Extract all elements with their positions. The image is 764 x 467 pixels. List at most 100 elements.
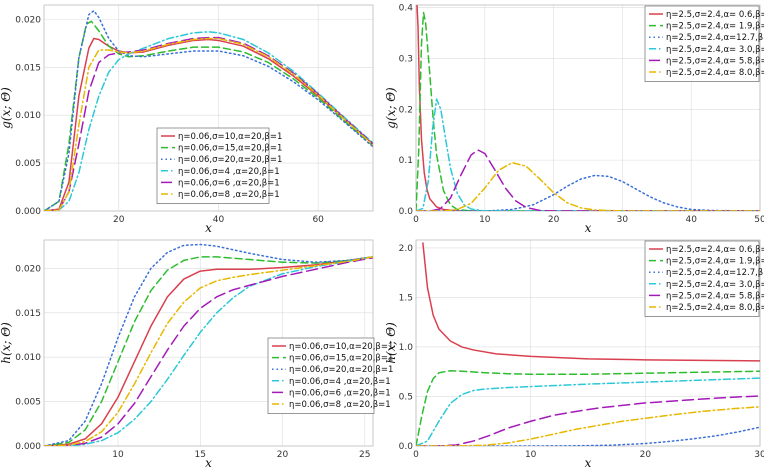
legend-label: η=0.06,σ=8 ,α=20,β=1 bbox=[178, 190, 280, 200]
x-axis-label: x bbox=[205, 456, 212, 467]
x-tick-label: 60 bbox=[312, 215, 324, 225]
legend-label: η=2.5,σ=2.4,α= 1.9,β=3 bbox=[666, 257, 764, 267]
legend-label: η=0.06,σ=15,α=20,β=1 bbox=[289, 354, 393, 364]
legend-label: η=0.06,σ=10,α=20,β=1 bbox=[178, 132, 282, 142]
y-tick-label: 0.000 bbox=[15, 442, 41, 452]
legend-label: η=2.5,σ=2.4,α= 0.6,β=3 bbox=[666, 10, 764, 20]
y-tick-label: 0.2 bbox=[399, 105, 413, 115]
legend-label: η=0.06,σ=20,α=20,β=1 bbox=[178, 155, 282, 165]
series-line-3 bbox=[416, 426, 760, 446]
legend-box bbox=[267, 337, 375, 414]
series-line-4 bbox=[416, 98, 760, 211]
legend-label: η=0.06,σ=6 ,α=20,β=1 bbox=[178, 178, 280, 188]
series-line-6 bbox=[44, 256, 373, 446]
x-tick-label: 20 bbox=[277, 450, 289, 460]
y-axis-label: g(x; Θ) bbox=[0, 87, 13, 129]
y-tick-label: 0.020 bbox=[15, 264, 41, 274]
legend-box bbox=[644, 5, 760, 82]
legend-label: η=2.5,σ=2.4,α= 1.9,β=3 bbox=[666, 22, 764, 32]
series-line-1 bbox=[44, 256, 373, 446]
panel-h-bottom-left: 10 15 20 25 0.000 0.005 0.010 0.015 0.020 x h(x; Θ… bbox=[0, 239, 393, 467]
y-axis-label: g(x; Θ) bbox=[384, 87, 398, 129]
plot-frame bbox=[43, 4, 374, 212]
x-tick-label: 0 bbox=[413, 215, 419, 225]
legend-label: η=2.5,σ=2.4,α=12.7,β=3 bbox=[666, 268, 764, 278]
legend-label: η=0.06,σ=8 ,α=20,β=1 bbox=[289, 400, 391, 410]
x-axis-label: x bbox=[585, 221, 592, 235]
x-tick-label: 15 bbox=[195, 450, 206, 460]
x-tick-label: 10 bbox=[479, 215, 491, 225]
y-tick-label: 0.005 bbox=[15, 398, 41, 408]
legend: η=2.5,σ=2.4,α= 0.6,β=3 η=2.5,σ=2.4,α= 1.9… bbox=[644, 5, 764, 82]
legend: η=0.06,σ=10,α=20,β=1 η=0.06,σ=15,α=20,β=1… bbox=[267, 337, 393, 414]
x-tick-label: 10 bbox=[525, 450, 537, 460]
series-group bbox=[44, 10, 373, 211]
y-tick-label: 0.015 bbox=[15, 63, 41, 73]
y-tick-label: 0.0 bbox=[399, 207, 414, 217]
legend-label: η=0.06,σ=15,α=20,β=1 bbox=[178, 144, 282, 154]
series-line-5 bbox=[416, 149, 760, 211]
series-group bbox=[416, 5, 760, 211]
y-tick-label: 0.0 bbox=[399, 442, 414, 452]
legend-label: η=0.06,σ=4 ,α=20,β=1 bbox=[178, 167, 280, 177]
legend-box bbox=[156, 127, 270, 204]
series-line-4 bbox=[44, 31, 373, 211]
legend: η=0.06,σ=10,α=20,β=1 η=0.06,σ=15,α=20,β=1… bbox=[156, 127, 282, 204]
legend-label: η=2.5,σ=2.4,α=12.7,β=3 bbox=[666, 33, 764, 43]
x-tick-label: 20 bbox=[640, 450, 652, 460]
series-line-2 bbox=[416, 11, 760, 211]
series-line-2 bbox=[44, 256, 373, 446]
series-line-6 bbox=[416, 161, 760, 211]
x-tick-label: 10 bbox=[112, 450, 124, 460]
x-tick-label: 25 bbox=[359, 450, 370, 460]
legend-label: η=0.06,σ=10,α=20,β=1 bbox=[289, 342, 393, 352]
series-line-5 bbox=[416, 395, 760, 446]
legend-label: η=2.5,σ=2.4,α= 3.0,β=3 bbox=[666, 45, 764, 55]
y-axis-label: h(x; Θ) bbox=[0, 322, 13, 364]
series-line-6 bbox=[416, 406, 760, 446]
legend: η=2.5,σ=2.4,α= 0.6,β=3 η=2.5,σ=2.4,α= 1.9… bbox=[644, 240, 764, 317]
legend-box bbox=[644, 240, 760, 317]
x-tick-label: 30 bbox=[754, 450, 764, 460]
y-tick-label: 0.000 bbox=[15, 207, 41, 217]
series-line-4 bbox=[44, 256, 373, 446]
y-tick-label: 2.0 bbox=[399, 244, 414, 254]
y-tick-label: 1.5 bbox=[399, 293, 413, 303]
y-tick-label: 0.005 bbox=[15, 159, 41, 169]
y-tick-label: 0.4 bbox=[399, 4, 414, 14]
legend-label: η=2.5,σ=2.4,α= 8.0,β=3 bbox=[666, 68, 764, 78]
series-line-5 bbox=[44, 36, 373, 211]
y-tick-label: 0.020 bbox=[15, 15, 41, 25]
legend-label: η=2.5,σ=2.4,α= 5.8,β=3 bbox=[666, 291, 764, 301]
series-line-2 bbox=[416, 369, 760, 446]
series-line-3 bbox=[44, 243, 373, 446]
y-tick-label: 1.0 bbox=[399, 343, 414, 353]
series-line-5 bbox=[44, 257, 373, 446]
legend-label: η=0.06,σ=20,α=20,β=1 bbox=[289, 365, 393, 375]
panel-g-top-right: 0 10 20 30 40 50 0.0 0.1 0.2 0.3 0.4 x g(x; Θ) η=2.5,… bbox=[384, 4, 764, 235]
series-line-3 bbox=[44, 10, 373, 211]
legend-label: η=0.06,σ=4 ,α=20,β=1 bbox=[289, 377, 391, 387]
series-line-1 bbox=[422, 242, 760, 362]
x-tick-label: 30 bbox=[617, 215, 629, 225]
legend-label: η=2.5,σ=2.4,α= 8.0,β=3 bbox=[666, 303, 764, 313]
series-line-6 bbox=[44, 37, 373, 211]
x-axis-label: x bbox=[585, 456, 592, 467]
x-axis-label: x bbox=[205, 221, 212, 235]
x-tick-label: 40 bbox=[685, 215, 697, 225]
y-tick-label: 0.5 bbox=[399, 392, 413, 402]
y-tick-label: 0.3 bbox=[399, 54, 413, 64]
panel-h-bottom-right: 0 10 20 30 0.0 0.5 1.0 1.5 2.0 x h(x; Θ) η=2.5,σ=2.… bbox=[384, 239, 764, 467]
series-group bbox=[416, 242, 760, 446]
x-tick-label: 20 bbox=[113, 215, 125, 225]
legend-label: η=0.06,σ=6 ,α=20,β=1 bbox=[289, 388, 391, 398]
series-group bbox=[44, 243, 373, 446]
x-tick-label: 50 bbox=[754, 215, 764, 225]
y-tick-label: 0.015 bbox=[15, 309, 41, 319]
series-line-4 bbox=[416, 377, 760, 446]
legend-label: η=2.5,σ=2.4,α= 3.0,β=3 bbox=[666, 280, 764, 290]
x-tick-label: 20 bbox=[548, 215, 560, 225]
y-tick-label: 0.010 bbox=[15, 111, 41, 121]
legend-label: η=2.5,σ=2.4,α= 0.6,β=3 bbox=[666, 245, 764, 255]
